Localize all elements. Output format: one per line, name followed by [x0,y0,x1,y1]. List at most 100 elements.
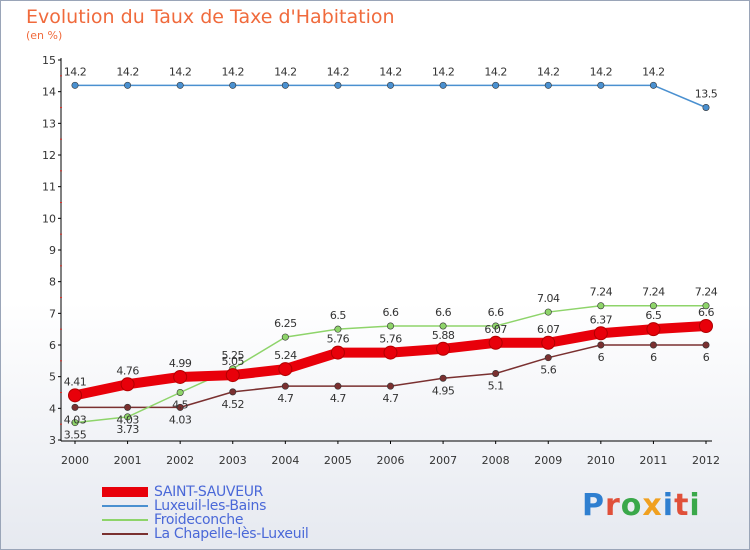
series-3-label-4: 4.7 [277,392,293,405]
series-3-point-8 [492,369,500,377]
x-tick-label-8: 2008 [482,454,510,467]
series-2-point-2 [176,388,184,396]
series-0-point-9 [541,335,556,350]
series-3-label-7: 4.95 [432,384,455,397]
series-3-label-3: 4.52 [222,398,245,411]
series-1-point-1 [124,81,132,89]
chart-legend: SAINT-SAUVEUR Luxeuil-les-Bains Froideco… [100,484,309,542]
series-2-label-3: 5.25 [222,349,245,362]
legend-item-3: La Chapelle-lès-Luxeuil [100,526,309,542]
series-0-label-9: 6.07 [537,323,560,336]
series-3-point-2 [176,403,184,411]
y-tick-label-2: 5 [49,371,56,384]
legend-swatch-0 [102,487,148,497]
series-0-point-12 [699,319,713,333]
series-1-label-11: 14.2 [642,65,665,78]
logo-letter-3: x [642,488,663,523]
series-1-point-10 [597,81,605,89]
series-3-point-12 [702,341,710,349]
series-0-label-3: 5.05 [222,355,245,368]
legend-item-1: Luxeuil-les-Bains [100,498,309,514]
series-3-label-11: 6 [650,351,657,364]
series-0-point-4 [278,362,293,377]
series-0-label-11: 6.5 [645,309,661,322]
y-tick-label-12: 15 [42,54,56,67]
y-tick-label-6: 9 [49,244,56,257]
legend-label-1: Luxeuil-les-Bains [154,498,267,514]
series-1-label-5: 14.2 [327,65,350,78]
series-3-point-5 [334,382,342,390]
series-layer [68,81,713,427]
series-0-point-7 [436,341,451,356]
series-3-point-9 [544,354,552,362]
legend-item-0: SAINT-SAUVEUR [100,484,309,500]
series-2-point-4 [281,333,289,341]
proxiti-logo: Proxiti [582,488,701,523]
series-0-point-6 [383,345,398,360]
legend-item-2: Froideconche [100,512,309,528]
x-tick-label-7: 2007 [429,454,457,467]
logo-letter-6: i [689,488,701,523]
y-tick-label-11: 14 [42,86,56,99]
series-1-point-4 [281,81,289,89]
series-0-label-12: 6.6 [698,306,714,319]
y-tick-label-9: 12 [42,149,56,162]
legend-swatch-2 [102,519,148,521]
series-2-label-5: 6.5 [330,309,346,322]
logo-letter-1: r [605,488,621,523]
y-tick-label-4: 7 [49,307,56,320]
x-tick-label-4: 2004 [271,454,299,467]
x-tick-label-9: 2009 [534,454,562,467]
series-3-label-6: 4.7 [383,392,399,405]
series-1-point-6 [386,81,394,89]
series-2-point-7 [439,322,447,330]
series-1-point-7 [439,81,447,89]
series-2-point-1 [124,413,132,421]
series-2-point-0 [71,419,79,427]
series-1-point-9 [544,81,552,89]
series-2-label-8: 6.6 [488,306,504,319]
series-3-point-6 [386,382,394,390]
series-2-label-4: 6.25 [274,317,297,330]
series-3-point-1 [124,403,132,411]
y-tick-label-8: 11 [42,181,56,194]
series-0-label-5: 5.76 [327,333,350,346]
series-0-point-0 [68,388,82,403]
series-0-point-1 [120,377,135,392]
x-tick-label-6: 2006 [377,454,405,467]
chart-title: Evolution du Taux de Taxe d'Habitation [26,6,395,28]
chart-axes: 3 4 5 6 7 8 9 10 11 12 13 14 15 2000 2001 2002 2003 2004 2… [42,54,720,467]
series-3-label-12: 6 [703,351,710,364]
series-0-point-5 [330,345,345,360]
x-tick-label-10: 2010 [587,454,615,467]
series-2-label-6: 6.6 [383,306,399,319]
series-1-label-12: 13.5 [695,88,718,101]
series-1-label-3: 14.2 [222,65,245,78]
series-0-label-4: 5.24 [274,349,297,362]
series-3-point-3 [229,388,237,396]
series-1-label-2: 14.2 [169,65,192,78]
series-2-label-9: 7.04 [537,292,560,305]
x-tick-label-0: 2000 [61,454,89,467]
series-2-point-11 [649,302,657,310]
series-1-point-5 [334,81,342,89]
series-1-label-4: 14.2 [274,65,297,78]
series-1-point-0 [71,81,79,89]
series-3-point-11 [649,341,657,349]
series-3-point-4 [281,382,289,390]
series-2-label-10: 7.24 [590,286,613,299]
y-tick-label-3: 6 [49,339,56,352]
series-0-label-2: 4.99 [169,357,192,370]
series-1-label-8: 14.2 [484,65,507,78]
logo-letter-4: i [662,488,675,523]
legend-label-2: Froideconche [154,512,244,528]
y-tick-label-10: 13 [42,117,56,130]
series-3-label-5: 4.7 [330,392,346,405]
x-tick-label-12: 2012 [692,454,720,467]
series-3-point-7 [439,374,447,382]
series-3-point-0 [71,403,79,411]
series-0-label-0: 4.41 [64,375,87,388]
series-2-point-5 [334,325,342,333]
series-2-point-8 [492,322,500,330]
